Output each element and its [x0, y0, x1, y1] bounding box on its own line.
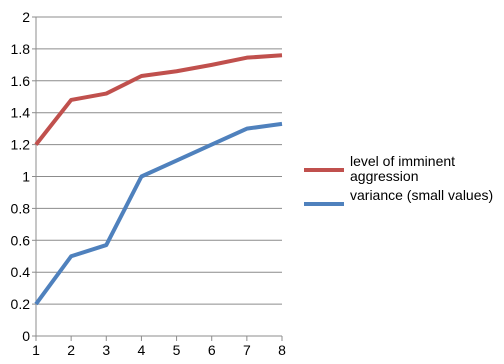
- legend-swatch-aggression: [304, 168, 344, 172]
- x-tick-label: 2: [67, 342, 75, 358]
- legend-label-aggression: level of imminent aggression: [350, 154, 502, 184]
- x-tick-label: 8: [278, 342, 286, 358]
- y-tick-label: 0: [22, 328, 30, 344]
- legend-label-variance: variance (small values): [350, 188, 493, 203]
- y-tick-label: 1.8: [11, 41, 31, 57]
- x-tick-label: 3: [102, 342, 110, 358]
- y-tick-label: 1.2: [11, 137, 31, 153]
- legend: level of imminent aggression variance (s…: [304, 154, 502, 210]
- y-tick-label: 1.4: [11, 105, 31, 121]
- y-tick-label: 2: [22, 9, 30, 25]
- y-tick-label: 1.6: [11, 73, 31, 89]
- y-tick-label: 0.6: [11, 232, 31, 248]
- y-tick-label: 0.8: [11, 200, 31, 216]
- legend-swatch-variance: [304, 202, 344, 206]
- series-line-1: [36, 124, 282, 304]
- legend-item-aggression: level of imminent aggression: [304, 154, 502, 184]
- x-tick-label: 1: [32, 342, 40, 358]
- y-tick-label: 1: [22, 169, 30, 185]
- x-tick-label: 7: [243, 342, 251, 358]
- x-tick-label: 6: [208, 342, 216, 358]
- x-tick-label: 4: [138, 342, 146, 358]
- y-tick-label: 0.4: [11, 264, 31, 280]
- x-tick-label: 5: [173, 342, 181, 358]
- legend-item-variance: variance (small values): [304, 188, 502, 206]
- y-tick-label: 0.2: [11, 296, 31, 312]
